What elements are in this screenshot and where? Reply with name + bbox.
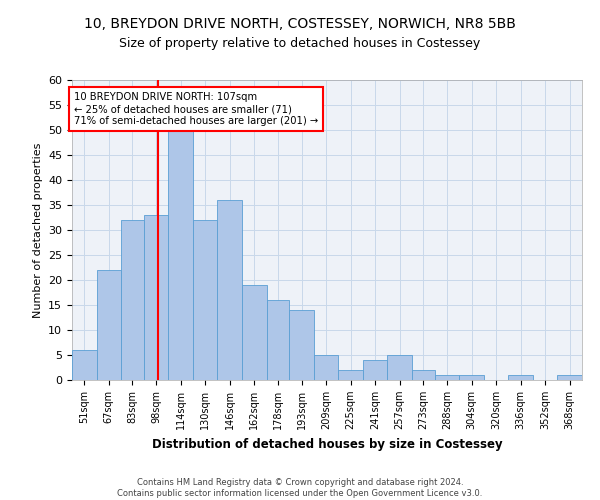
Bar [435,375,460,380]
Bar [412,370,435,380]
Bar [217,200,242,380]
Bar [97,270,121,380]
Bar [193,220,217,380]
Bar [169,130,193,380]
Bar [460,375,484,380]
Bar [121,220,144,380]
Bar [266,300,289,380]
Bar [72,350,97,380]
Bar [314,355,338,380]
X-axis label: Distribution of detached houses by size in Costessey: Distribution of detached houses by size … [152,438,502,450]
Text: Contains HM Land Registry data © Crown copyright and database right 2024.
Contai: Contains HM Land Registry data © Crown c… [118,478,482,498]
Bar [242,285,266,380]
Bar [388,355,412,380]
Text: 10 BREYDON DRIVE NORTH: 107sqm
← 25% of detached houses are smaller (71)
71% of : 10 BREYDON DRIVE NORTH: 107sqm ← 25% of … [74,92,318,126]
Text: 10, BREYDON DRIVE NORTH, COSTESSEY, NORWICH, NR8 5BB: 10, BREYDON DRIVE NORTH, COSTESSEY, NORW… [84,18,516,32]
Bar [363,360,388,380]
Bar [338,370,363,380]
Bar [508,375,533,380]
Y-axis label: Number of detached properties: Number of detached properties [32,142,43,318]
Bar [144,215,169,380]
Bar [557,375,582,380]
Bar [289,310,314,380]
Text: Size of property relative to detached houses in Costessey: Size of property relative to detached ho… [119,38,481,51]
